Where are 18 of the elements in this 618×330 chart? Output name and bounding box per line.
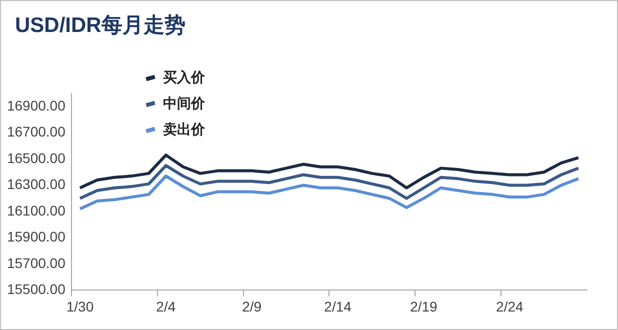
x-tick-label: 1/30 — [66, 298, 94, 314]
chart-title: USD/IDR每月走势 — [15, 13, 186, 39]
y-tick-label: 16100.00 — [6, 202, 66, 218]
y-tick-label: 16300.00 — [6, 176, 66, 192]
legend-label: 买入价 — [163, 69, 205, 87]
y-tick-label: 15700.00 — [6, 254, 66, 271]
x-tick-label: 2/24 — [496, 298, 524, 314]
y-tick-label: 16500.00 — [6, 150, 66, 166]
legend-label: 卖出价 — [163, 121, 205, 139]
legend-label: 中间价 — [163, 95, 205, 113]
y-tick-label: 15900.00 — [6, 228, 66, 245]
x-tick-label: 2/9 — [242, 298, 262, 314]
x-tick-label: 2/19 — [410, 298, 438, 314]
x-tick-label: 2/14 — [324, 298, 352, 314]
y-tick-label: 15500.00 — [6, 281, 66, 298]
y-tick-label: 16900.00 — [6, 97, 66, 114]
x-tick-label: 2/4 — [156, 298, 176, 314]
y-tick-label: 16700.00 — [6, 124, 66, 140]
